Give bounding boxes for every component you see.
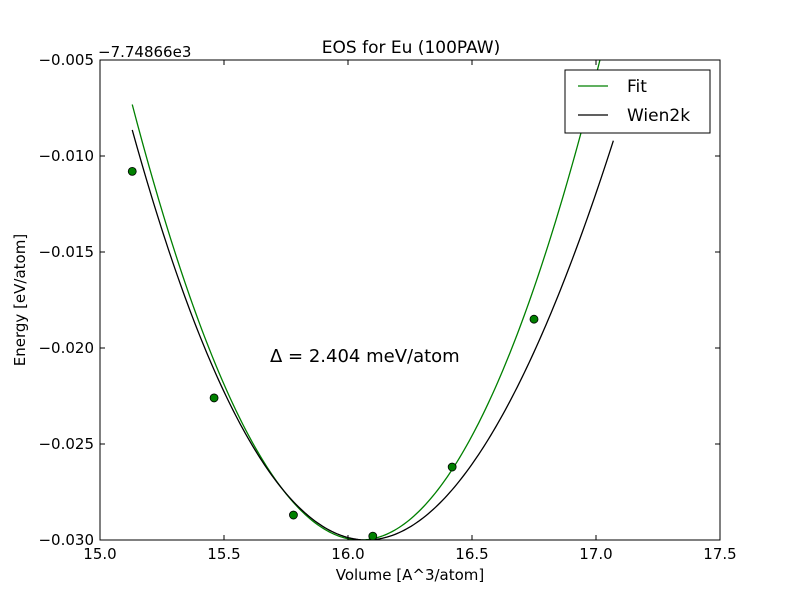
legend-label-wien2k: Wien2k: [627, 106, 690, 126]
x-tick-label: 15.5: [207, 545, 240, 563]
y-tick-label: −0.015: [38, 243, 94, 261]
legend-label-fit: Fit: [627, 77, 647, 97]
y-axis-label: Energy [eV/atom]: [11, 234, 29, 366]
chart-title: EOS for Eu (100PAW): [322, 38, 500, 58]
data-point: [529, 314, 539, 324]
series-line-fit: [131, 60, 601, 540]
legend-box: [564, 69, 711, 134]
x-tick-label: 15.0: [83, 545, 116, 563]
y-axis-offset-label: −7.74866e3: [98, 43, 191, 61]
plot-frame: [99, 59, 721, 541]
x-tick-label: 16.5: [455, 545, 488, 563]
delta-annotation: Δ = 2.404 meV/atom: [270, 346, 460, 367]
data-point: [368, 531, 378, 540]
x-axis-label: Volume [A^3/atom]: [336, 566, 485, 584]
y-tick-label: −0.005: [38, 51, 94, 69]
data-point: [289, 510, 298, 520]
y-tick-label: −0.010: [38, 147, 94, 165]
data-point: [209, 393, 219, 403]
legend: Fit Wien2k: [564, 69, 711, 134]
y-tick-label: −0.025: [38, 435, 94, 453]
x-tick-label: 17.5: [703, 545, 736, 563]
x-tick-label: 16.0: [331, 545, 364, 563]
data-point: [447, 462, 457, 472]
x-tick-label: 17.0: [579, 545, 612, 563]
data-point: [127, 166, 137, 176]
y-tick-label: −0.030: [38, 531, 94, 549]
y-tick-label: −0.020: [38, 339, 94, 357]
